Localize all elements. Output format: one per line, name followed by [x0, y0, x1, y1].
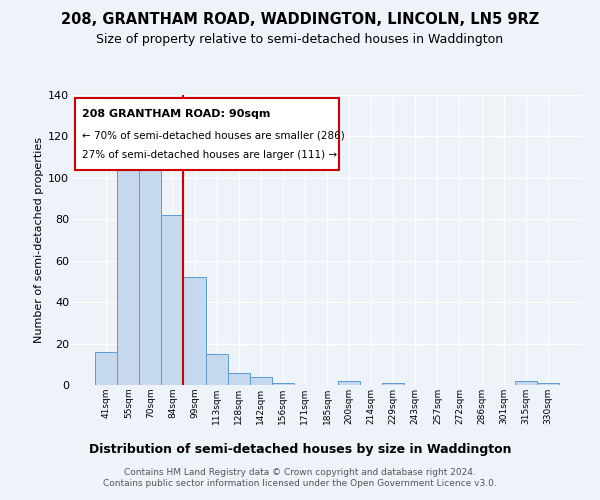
Bar: [117, 144, 139, 385]
Bar: [338, 381, 360, 385]
Bar: [184, 278, 206, 385]
Bar: [95, 352, 117, 385]
Text: 208, GRANTHAM ROAD, WADDINGTON, LINCOLN, LN5 9RZ: 208, GRANTHAM ROAD, WADDINGTON, LINCOLN,…: [61, 12, 539, 28]
Text: Distribution of semi-detached houses by size in Waddington: Distribution of semi-detached houses by …: [89, 442, 511, 456]
Bar: [382, 383, 404, 385]
Text: 27% of semi-detached houses are larger (111) →: 27% of semi-detached houses are larger (…: [82, 150, 337, 160]
Bar: [515, 381, 537, 385]
Bar: [227, 372, 250, 385]
Text: 208 GRANTHAM ROAD: 90sqm: 208 GRANTHAM ROAD: 90sqm: [82, 108, 271, 118]
Text: Size of property relative to semi-detached houses in Waddington: Size of property relative to semi-detach…: [97, 32, 503, 46]
Bar: [161, 215, 184, 385]
Bar: [272, 383, 294, 385]
Text: ← 70% of semi-detached houses are smaller (286): ← 70% of semi-detached houses are smalle…: [82, 130, 345, 140]
Y-axis label: Number of semi-detached properties: Number of semi-detached properties: [34, 137, 44, 343]
Bar: [250, 376, 272, 385]
Bar: [537, 383, 559, 385]
Bar: [206, 354, 227, 385]
Text: Contains HM Land Registry data © Crown copyright and database right 2024.
Contai: Contains HM Land Registry data © Crown c…: [103, 468, 497, 487]
Bar: [139, 144, 161, 385]
